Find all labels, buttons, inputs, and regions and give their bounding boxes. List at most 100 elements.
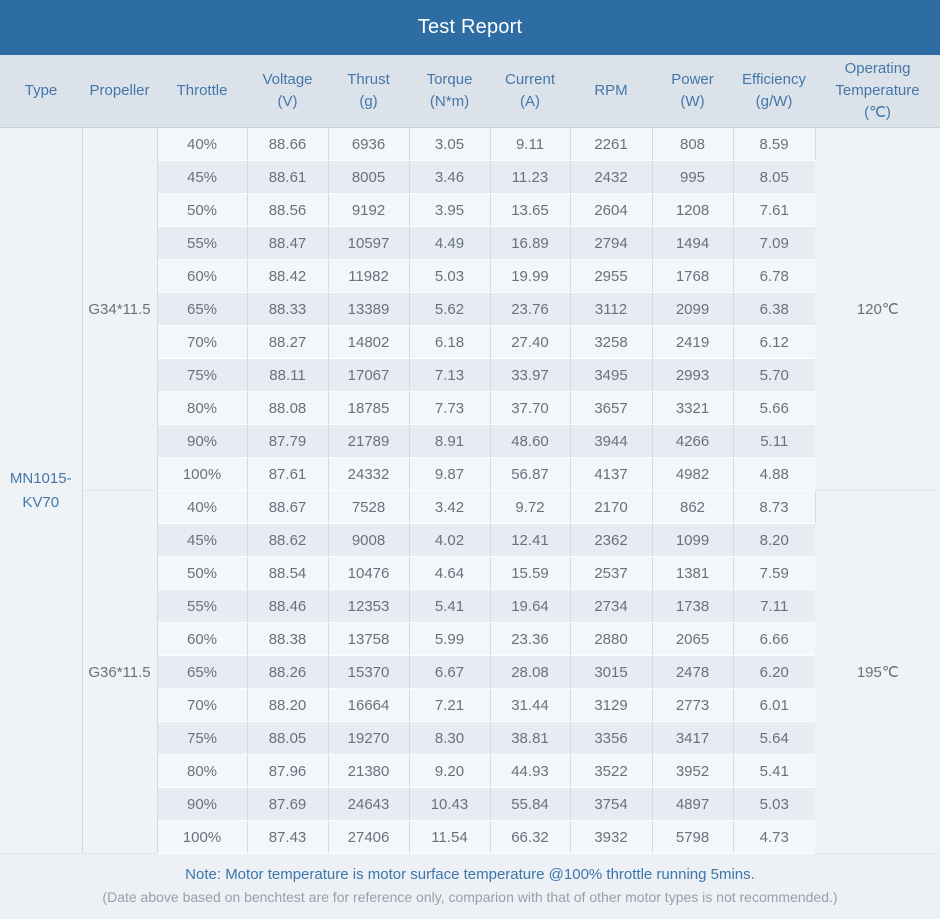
propeller-cell: G34*11.5 <box>82 127 158 491</box>
table-row: 55% 88.46 12353 5.41 19.64 2734 1738 7.11 <box>0 589 940 623</box>
cell-thrust: 17067 <box>328 358 410 392</box>
cell-rpm: 3495 <box>570 358 653 392</box>
col-header-power: Power (W) <box>652 55 733 128</box>
cell-torque: 3.95 <box>409 193 491 227</box>
cell-rpm: 2604 <box>570 193 653 227</box>
cell-efficiency: 6.20 <box>733 655 815 689</box>
cell-rpm: 3015 <box>570 655 653 689</box>
cell-efficiency: 6.12 <box>733 325 815 359</box>
cell-thrust: 8005 <box>328 160 410 194</box>
cell-throttle: 80% <box>157 754 248 788</box>
cell-throttle: 60% <box>157 259 248 293</box>
cell-power: 2478 <box>652 655 734 689</box>
cell-thrust: 16664 <box>328 688 410 722</box>
cell-thrust: 10597 <box>328 226 410 260</box>
cell-efficiency: 6.78 <box>733 259 815 293</box>
cell-rpm: 3657 <box>570 391 653 425</box>
cell-rpm: 3754 <box>570 787 653 821</box>
cell-rpm: 2794 <box>570 226 653 260</box>
cell-efficiency: 7.11 <box>733 589 815 623</box>
cell-power: 1738 <box>652 589 734 623</box>
cell-efficiency: 5.64 <box>733 721 815 755</box>
cell-current: 9.11 <box>490 127 571 161</box>
cell-thrust: 15370 <box>328 655 410 689</box>
report-title-bar: Test Report <box>0 0 940 55</box>
cell-power: 1208 <box>652 193 734 227</box>
cell-voltage: 88.27 <box>247 325 329 359</box>
cell-rpm: 3112 <box>570 292 653 326</box>
cell-thrust: 9008 <box>328 523 410 557</box>
col-header-throttle: Throttle <box>157 55 247 128</box>
cell-voltage: 88.42 <box>247 259 329 293</box>
cell-torque: 9.20 <box>409 754 491 788</box>
cell-voltage: 88.26 <box>247 655 329 689</box>
cell-current: 28.08 <box>490 655 571 689</box>
cell-torque: 8.91 <box>409 424 491 458</box>
cell-thrust: 21380 <box>328 754 410 788</box>
cell-efficiency: 8.59 <box>733 127 816 161</box>
cell-torque: 4.64 <box>409 556 491 590</box>
cell-current: 12.41 <box>490 523 571 557</box>
cell-rpm: 2170 <box>570 490 653 524</box>
table-row: 65% 88.26 15370 6.67 28.08 3015 2478 6.20 <box>0 655 940 689</box>
cell-current: 56.87 <box>490 457 571 491</box>
cell-current: 55.84 <box>490 787 571 821</box>
cell-thrust: 13758 <box>328 622 410 656</box>
col-header-propeller: Propeller <box>82 55 157 128</box>
cell-rpm: 3522 <box>570 754 653 788</box>
cell-voltage: 88.67 <box>247 490 329 524</box>
cell-thrust: 14802 <box>328 325 410 359</box>
cell-torque: 4.49 <box>409 226 491 260</box>
table-row: 45% 88.62 9008 4.02 12.41 2362 1099 8.20 <box>0 523 940 557</box>
cell-power: 4266 <box>652 424 734 458</box>
cell-torque: 5.99 <box>409 622 491 656</box>
cell-rpm: 3129 <box>570 688 653 722</box>
table-row: 80% 88.08 18785 7.73 37.70 3657 3321 5.66 <box>0 391 940 425</box>
cell-voltage: 88.47 <box>247 226 329 260</box>
cell-voltage: 87.79 <box>247 424 329 458</box>
cell-voltage: 88.46 <box>247 589 329 623</box>
cell-torque: 3.05 <box>409 127 491 161</box>
cell-efficiency: 5.11 <box>733 424 815 458</box>
cell-current: 38.81 <box>490 721 571 755</box>
cell-voltage: 88.38 <box>247 622 329 656</box>
report-table-body: MN1015-KV70 G34*11.5 40% 88.66 6936 3.05 9.11 2… <box>0 127 940 854</box>
cell-voltage: 87.96 <box>247 754 329 788</box>
cell-efficiency: 4.73 <box>733 820 815 854</box>
cell-voltage: 88.20 <box>247 688 329 722</box>
cell-voltage: 87.69 <box>247 787 329 821</box>
cell-current: 37.70 <box>490 391 571 425</box>
cell-rpm: 2432 <box>570 160 653 194</box>
cell-throttle: 90% <box>157 424 248 458</box>
cell-power: 1768 <box>652 259 734 293</box>
table-row: 55% 88.47 10597 4.49 16.89 2794 1494 7.09 <box>0 226 940 260</box>
cell-throttle: 40% <box>157 490 248 524</box>
cell-thrust: 18785 <box>328 391 410 425</box>
cell-current: 33.97 <box>490 358 571 392</box>
propeller-cell: G36*11.5 <box>82 490 158 854</box>
cell-rpm: 2734 <box>570 589 653 623</box>
table-row: MN1015-KV70 G34*11.5 40% 88.66 6936 3.05 9.11 2… <box>0 127 940 854</box>
cell-current: 15.59 <box>490 556 571 590</box>
table-row: 100% 87.43 27406 11.54 66.32 3932 5798 4.73 <box>0 820 940 854</box>
col-header-type: Type <box>0 55 82 128</box>
col-header-rpm: RPM <box>570 55 652 128</box>
cell-efficiency: 8.05 <box>733 160 815 194</box>
cell-efficiency: 6.66 <box>733 622 815 656</box>
cell-torque: 8.30 <box>409 721 491 755</box>
cell-torque: 10.43 <box>409 787 491 821</box>
col-header-torque: Torque (N*m) <box>409 55 490 128</box>
cell-thrust: 6936 <box>328 127 410 161</box>
note-line-2: (Date above based on benchtest are for r… <box>102 889 838 906</box>
cell-throttle: 50% <box>157 193 248 227</box>
cell-throttle: 40% <box>157 127 248 161</box>
cell-torque: 3.42 <box>409 490 491 524</box>
cell-voltage: 88.08 <box>247 391 329 425</box>
cell-torque: 6.18 <box>409 325 491 359</box>
cell-rpm: 3932 <box>570 820 653 854</box>
temperature-cell: 120℃ <box>815 127 940 491</box>
cell-voltage: 88.54 <box>247 556 329 590</box>
table-row: G36*11.5 40% 88.67 7528 3.42 9.72 2170 862 8.73 1… <box>0 490 940 854</box>
table-row: 90% 87.69 24643 10.43 55.84 3754 4897 5.03 <box>0 787 940 821</box>
cell-current: 27.40 <box>490 325 571 359</box>
